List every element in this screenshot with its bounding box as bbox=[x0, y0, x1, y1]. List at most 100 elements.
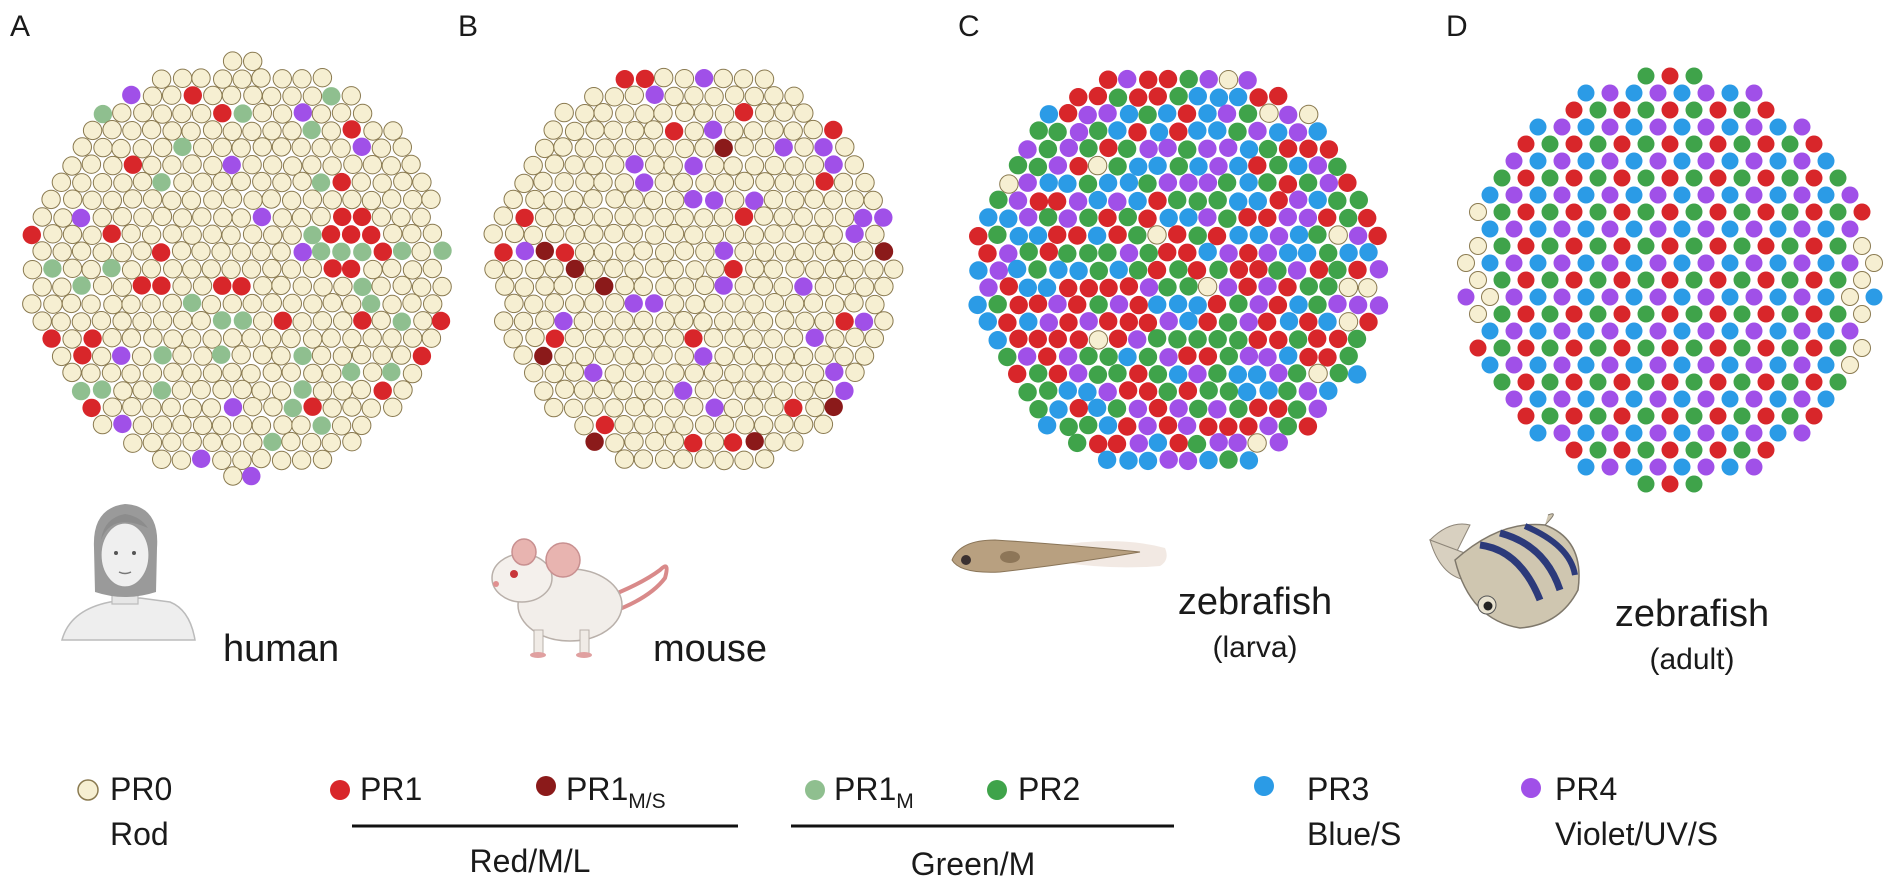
cell bbox=[301, 432, 322, 453]
cell bbox=[774, 414, 794, 434]
cell bbox=[1239, 244, 1258, 263]
cell bbox=[1269, 123, 1288, 142]
cell bbox=[1541, 135, 1559, 153]
cell bbox=[1565, 101, 1583, 119]
cell bbox=[754, 137, 775, 158]
cell bbox=[794, 137, 814, 157]
cell bbox=[121, 364, 141, 384]
cell bbox=[1259, 416, 1278, 436]
cell bbox=[1228, 87, 1248, 107]
cell bbox=[61, 293, 82, 314]
cell bbox=[1048, 225, 1067, 244]
cell bbox=[72, 173, 92, 193]
cell bbox=[152, 104, 173, 124]
cell bbox=[784, 398, 803, 418]
cell bbox=[222, 155, 241, 175]
cell bbox=[223, 466, 243, 486]
cell bbox=[1589, 135, 1607, 153]
cell bbox=[1661, 169, 1679, 187]
cell bbox=[1128, 261, 1148, 280]
cell bbox=[1589, 441, 1607, 459]
cell bbox=[292, 69, 312, 89]
cell bbox=[1457, 254, 1475, 272]
cell bbox=[845, 362, 865, 382]
cell bbox=[391, 345, 412, 365]
cell bbox=[1697, 152, 1715, 170]
cell bbox=[584, 328, 605, 349]
cell bbox=[291, 137, 311, 158]
cell bbox=[1673, 186, 1691, 204]
cell bbox=[805, 397, 825, 418]
cell bbox=[232, 415, 253, 435]
cell bbox=[605, 155, 625, 175]
cell bbox=[1079, 139, 1098, 158]
legend-description: Rod bbox=[110, 816, 169, 852]
cell bbox=[595, 277, 614, 296]
cell bbox=[664, 86, 684, 107]
cell bbox=[333, 311, 353, 331]
cell bbox=[1721, 322, 1739, 340]
cell bbox=[754, 449, 775, 469]
cell bbox=[402, 260, 423, 280]
cell bbox=[302, 120, 321, 140]
cell bbox=[684, 225, 704, 245]
cell bbox=[1158, 416, 1178, 435]
cell bbox=[232, 69, 252, 89]
cell bbox=[1078, 174, 1098, 194]
cell bbox=[794, 242, 814, 263]
cell bbox=[515, 208, 534, 228]
cell bbox=[643, 120, 664, 140]
cell bbox=[253, 311, 273, 331]
cell bbox=[1099, 138, 1118, 158]
cell bbox=[373, 381, 392, 400]
cell bbox=[1338, 173, 1357, 192]
cell bbox=[855, 172, 875, 193]
cell bbox=[221, 433, 242, 453]
cell bbox=[884, 259, 904, 279]
cell bbox=[1733, 203, 1751, 221]
cell bbox=[1239, 451, 1259, 470]
cell bbox=[242, 121, 262, 142]
cell bbox=[785, 190, 805, 211]
cell bbox=[1248, 121, 1267, 141]
cell bbox=[1637, 271, 1655, 289]
cell bbox=[1068, 226, 1087, 245]
cell bbox=[633, 345, 653, 366]
cell bbox=[1721, 356, 1739, 374]
cell bbox=[272, 69, 292, 89]
legend-label: PR3 bbox=[1307, 771, 1369, 807]
human-icon bbox=[61, 504, 196, 641]
cell bbox=[515, 241, 535, 261]
legend-subscript: M/S bbox=[628, 790, 665, 813]
cell bbox=[32, 207, 52, 227]
cell bbox=[102, 258, 121, 278]
cell bbox=[1745, 118, 1763, 136]
cell bbox=[1088, 190, 1108, 210]
cell bbox=[685, 260, 705, 280]
cell bbox=[1258, 208, 1277, 227]
cell bbox=[1178, 243, 1197, 262]
cell bbox=[674, 416, 694, 436]
cell bbox=[1781, 373, 1799, 391]
cell bbox=[1249, 260, 1268, 279]
cell bbox=[1553, 118, 1571, 136]
cell bbox=[1319, 381, 1338, 400]
cell bbox=[674, 311, 694, 331]
cell bbox=[705, 258, 725, 279]
cell bbox=[614, 415, 634, 435]
cell bbox=[723, 433, 743, 452]
cell bbox=[92, 380, 112, 399]
cell bbox=[1709, 339, 1727, 357]
cell bbox=[162, 432, 182, 452]
cell bbox=[803, 293, 824, 313]
mosaics bbox=[22, 51, 1883, 493]
cell bbox=[212, 311, 232, 330]
cell bbox=[191, 380, 211, 400]
cell bbox=[1613, 203, 1631, 221]
cell bbox=[263, 225, 283, 245]
cell bbox=[1721, 220, 1739, 238]
cell bbox=[1059, 278, 1078, 298]
cell bbox=[62, 224, 83, 245]
cell bbox=[382, 294, 402, 315]
cell bbox=[1059, 138, 1079, 158]
